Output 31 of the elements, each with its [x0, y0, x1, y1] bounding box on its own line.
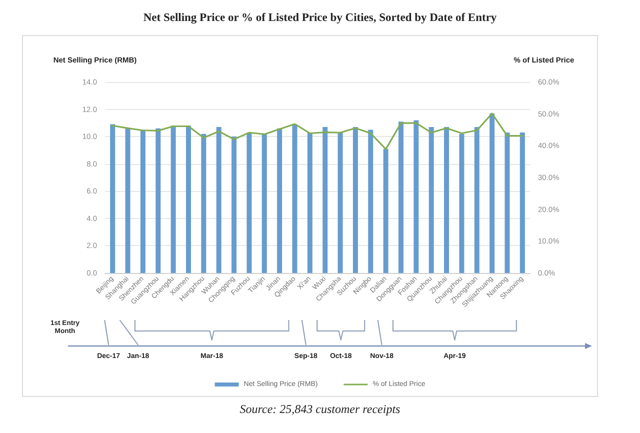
bar [368, 130, 374, 273]
bar [520, 132, 525, 273]
bar [322, 127, 328, 273]
source-note: Source: 25,843 customer receipts [238, 402, 402, 417]
bar [338, 132, 343, 273]
bar [201, 134, 206, 273]
bar [110, 124, 116, 273]
bar [140, 130, 146, 273]
bar [156, 128, 161, 273]
bar [490, 113, 495, 273]
bar [398, 122, 404, 273]
bar [216, 127, 222, 273]
bar [292, 124, 298, 273]
bar [170, 126, 176, 273]
bar [125, 128, 130, 273]
bar [459, 134, 464, 273]
bar [277, 128, 282, 273]
bar [428, 127, 434, 273]
bar [307, 132, 312, 273]
bar [383, 148, 388, 273]
bar [444, 127, 450, 273]
bar [504, 132, 510, 273]
bar [232, 136, 237, 273]
line-series [112, 112, 524, 150]
bar [414, 120, 419, 273]
bar [262, 134, 267, 273]
bar [186, 126, 191, 273]
bar [474, 127, 480, 273]
chart-title: Net Selling Price or % of Listed Price by Cities, Sorted by Date of Entry [143, 12, 497, 24]
bar [352, 127, 358, 273]
bar [246, 132, 252, 273]
